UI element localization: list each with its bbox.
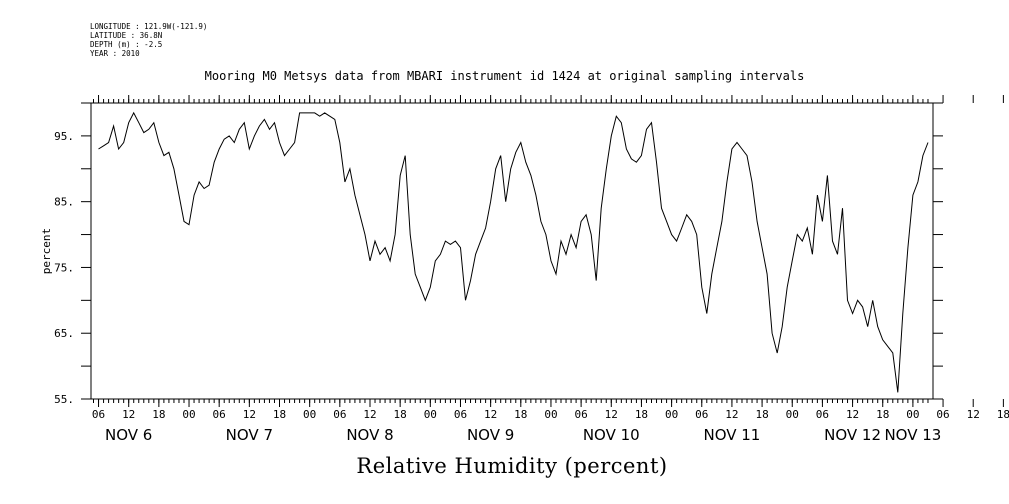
- year-text: YEAR : 2010: [90, 49, 140, 58]
- y-tick-label: 95.: [54, 130, 74, 143]
- x-day-label: NOV 12: [824, 426, 881, 444]
- x-hour-label: 06: [816, 408, 829, 421]
- x-day-label: NOV 6: [105, 426, 152, 444]
- x-hour-label: 18: [394, 408, 407, 421]
- y-axis: 55. 65. 75. 85. 95.: [54, 102, 943, 406]
- plot-frame: [90, 102, 934, 400]
- series-layer: [98, 111, 929, 393]
- x-hour-label: 18: [273, 408, 286, 421]
- x-hour-label: 00: [786, 408, 799, 421]
- y-tick-label: 55.: [54, 393, 74, 406]
- x-hour-label: 12: [846, 408, 859, 421]
- x-hour-label: 00: [665, 408, 678, 421]
- x-day-label: NOV 11: [703, 426, 760, 444]
- x-hour-label: 18: [997, 408, 1009, 421]
- x-hour-label: 00: [424, 408, 437, 421]
- x-day-label: NOV 13: [884, 426, 941, 444]
- x-axis-title: Relative Humidity (percent): [356, 454, 668, 478]
- y-tick-label: 65.: [54, 327, 74, 340]
- x-hour-label: 12: [605, 408, 618, 421]
- x-hour-label: 18: [514, 408, 527, 421]
- y-axis-label: percent: [40, 228, 53, 274]
- latitude-text: LATITUDE : 36.8N: [90, 31, 163, 40]
- x-hour-label: 12: [243, 408, 256, 421]
- x-hour-label: 12: [122, 408, 135, 421]
- x-hour-label: 12: [967, 408, 980, 421]
- x-day-label: NOV 7: [226, 426, 273, 444]
- x-hour-label: 18: [876, 408, 889, 421]
- x-day-label: NOV 8: [346, 426, 393, 444]
- y-tick-label: 75.: [54, 261, 74, 274]
- x-hour-label: 06: [92, 408, 105, 421]
- x-hour-label: 06: [695, 408, 708, 421]
- x-hour-label: 06: [936, 408, 949, 421]
- x-hour-label: 00: [303, 408, 316, 421]
- longitude-text: LONGITUDE : 121.9W(-121.9): [90, 22, 208, 31]
- x-hour-label: 06: [213, 408, 226, 421]
- x-hour-label: 12: [363, 408, 376, 421]
- x-hour-label: 18: [152, 408, 165, 421]
- x-hour-label: 06: [333, 408, 346, 421]
- x-hour-label: 00: [182, 408, 195, 421]
- x-axis: 06 12 18 00 06 12 18 00 06 12 18 00 06 12 18 00 06 12 18 00…: [92, 95, 1009, 444]
- x-hour-label: 00: [906, 408, 919, 421]
- x-hour-label: 00: [544, 408, 557, 421]
- relative-humidity-line: [98, 111, 929, 393]
- x-hour-label: 12: [484, 408, 497, 421]
- x-hour-label: 06: [574, 408, 587, 421]
- x-day-label: NOV 9: [467, 426, 514, 444]
- x-hour-label: 06: [454, 408, 467, 421]
- depth-text: DEPTH (m) : -2.5: [90, 40, 163, 49]
- x-hour-label: 18: [755, 408, 768, 421]
- x-day-label: NOV 10: [583, 426, 640, 444]
- x-hour-label: 18: [635, 408, 648, 421]
- chart-title: Mooring M0 Metsys data from MBARI instru…: [204, 69, 805, 83]
- y-tick-label: 85.: [54, 196, 74, 209]
- minor-ticks: [93, 99, 929, 403]
- x-hour-label: 12: [725, 408, 738, 421]
